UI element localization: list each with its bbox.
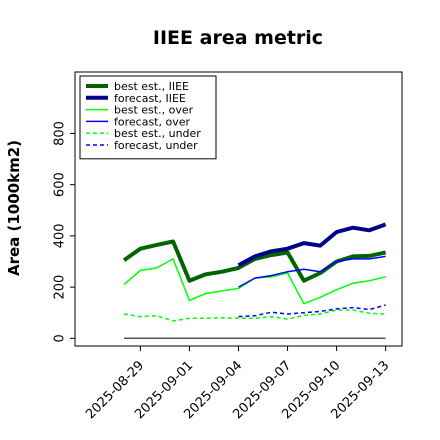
y-tick-label: 600 bbox=[53, 172, 68, 197]
series-line-3 bbox=[238, 255, 386, 288]
legend-entry: forecast, under bbox=[114, 139, 198, 152]
series-layer bbox=[122, 222, 387, 340]
legend-entry: best est., under bbox=[114, 127, 201, 140]
chart-title: IIEE area metric bbox=[153, 27, 323, 49]
y-tick-label: 800 bbox=[53, 121, 68, 146]
y-tick-label: 400 bbox=[53, 223, 68, 248]
legend-entry: forecast, over bbox=[114, 115, 190, 128]
legend-entry: forecast, IIEE bbox=[114, 92, 186, 105]
legend-entry: best est., over bbox=[114, 104, 194, 117]
y-axis: 0 200 400 600 800 bbox=[53, 121, 75, 342]
series-line-4 bbox=[123, 309, 386, 322]
series-line-1 bbox=[237, 222, 387, 268]
x-axis: 2025-08-292025-09-012025-09-042025-09-07… bbox=[83, 346, 392, 422]
series-line-5 bbox=[238, 304, 386, 318]
y-tick-label: 200 bbox=[53, 275, 68, 300]
series-line-2 bbox=[123, 258, 386, 305]
y-axis-label: Area (1000km2) bbox=[5, 140, 23, 276]
series-line-0 bbox=[122, 239, 387, 283]
legend-box bbox=[79, 75, 217, 160]
legend-entry: best est., IIEE bbox=[114, 80, 189, 93]
y-tick-label: 0 bbox=[53, 334, 68, 342]
